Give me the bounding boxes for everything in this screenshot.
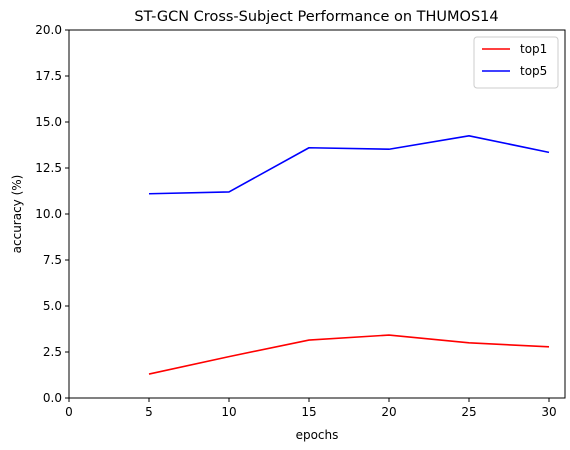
x-tick-label: 5 [145, 405, 153, 419]
y-tick-label: 5.0 [43, 299, 62, 313]
y-axis-label: accuracy (%) [10, 175, 24, 254]
x-tick-label: 15 [301, 405, 316, 419]
chart-title: ST-GCN Cross-Subject Performance on THUM… [134, 9, 498, 25]
series-line-top1 [148, 334, 550, 375]
x-tick-label: 25 [461, 405, 476, 419]
legend: top1 top5 [473, 36, 559, 89]
x-tick-label: 30 [541, 405, 556, 419]
y-tick-label: 20.0 [35, 23, 62, 37]
y-tick-label: 2.5 [43, 345, 62, 359]
x-tick-label: 0 [65, 405, 73, 419]
series-line-top5 [148, 135, 550, 195]
x-tick-label: 10 [221, 405, 236, 419]
x-axis-label: epochs [296, 428, 339, 442]
y-tick-label: 17.5 [35, 69, 62, 83]
y-tick-label: 7.5 [43, 253, 62, 267]
x-tick-label: 20 [381, 405, 396, 419]
legend-label-top5: top5 [520, 64, 547, 78]
y-tick-label: 0.0 [43, 391, 62, 405]
legend-label-top1: top1 [520, 42, 547, 56]
y-tick-label: 10.0 [35, 207, 62, 221]
y-tick-label: 15.0 [35, 115, 62, 129]
y-tick-label: 12.5 [35, 161, 62, 175]
